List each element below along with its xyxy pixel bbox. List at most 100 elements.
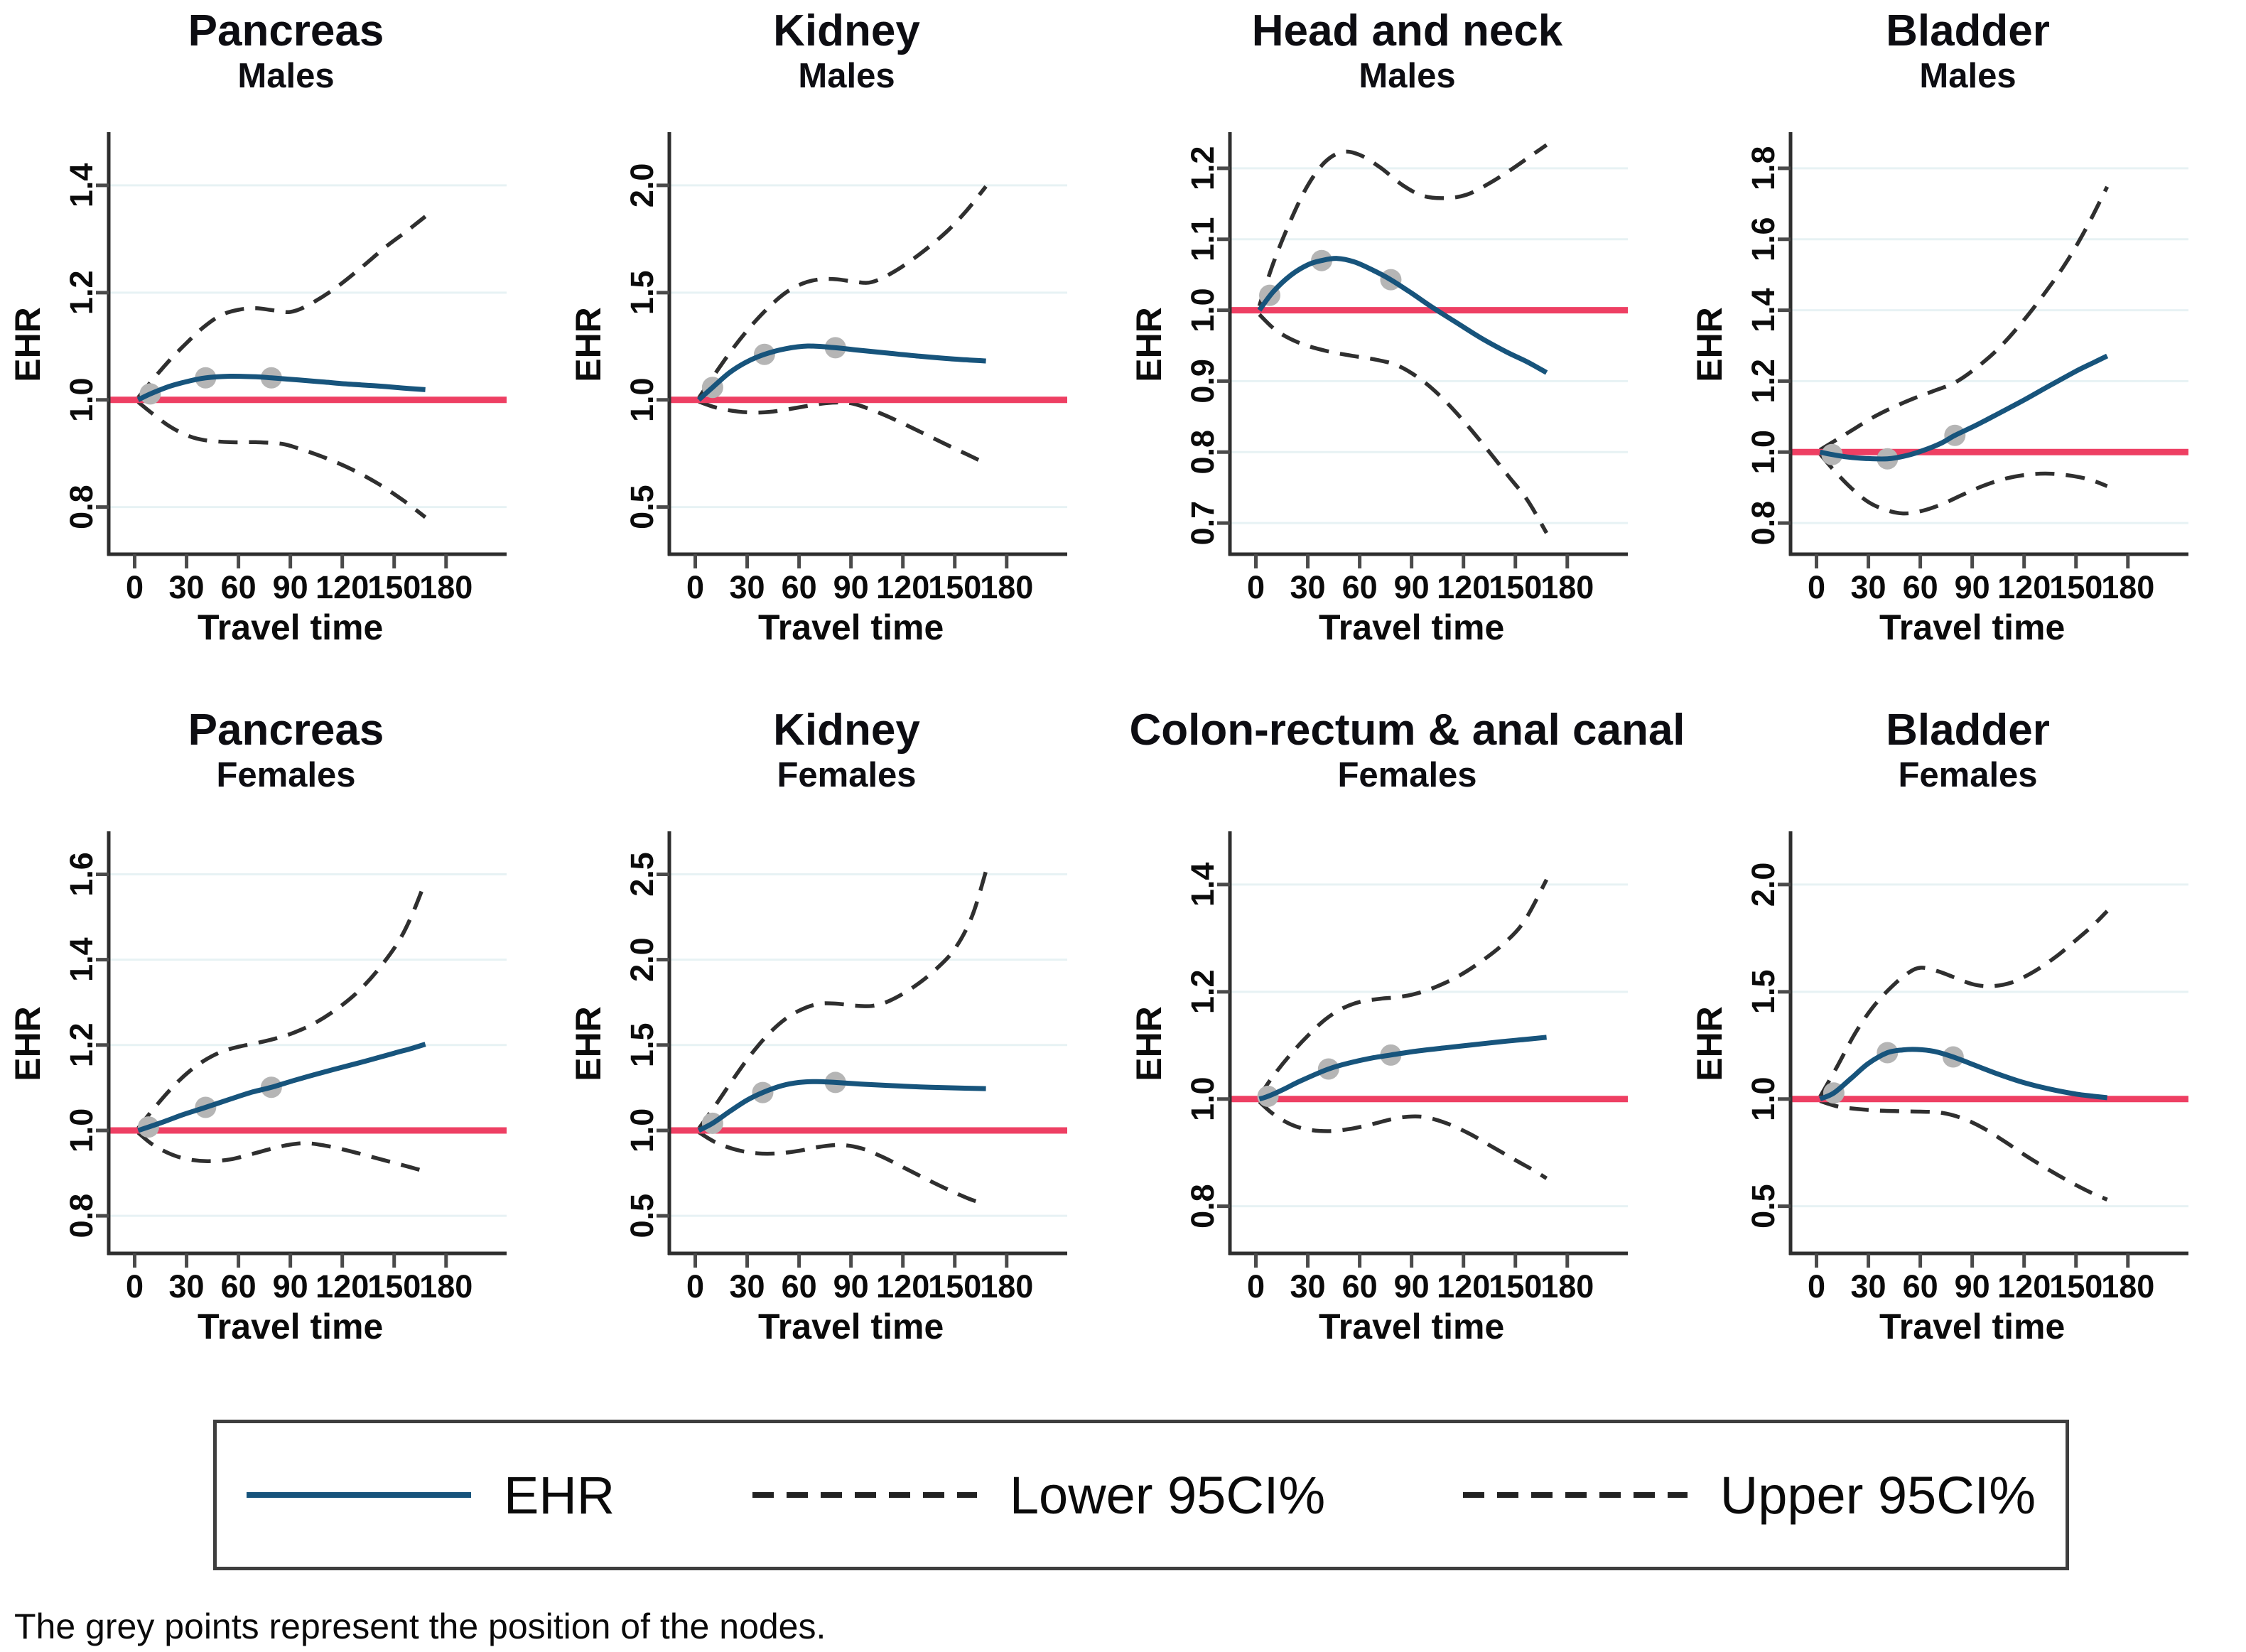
upper-95ci-line [697, 870, 988, 1130]
x-tick-label: 30 [1851, 1268, 1886, 1305]
chart-title: Kidney [773, 706, 920, 755]
y-tick-label: 2.5 [624, 853, 660, 897]
x-tick-label: 90 [833, 569, 869, 605]
chart-subtitle: Females [1898, 756, 2038, 795]
x-tick-label: 60 [1342, 569, 1378, 605]
x-tick-label: 30 [169, 569, 205, 605]
ehr-line [697, 343, 986, 402]
chart-cell-kidney-females: Kidney Females 0.5 1.0 1.5 2.0 2.5 0 30 60 90 120 15… [566, 702, 1127, 1346]
legend-ehr-line-sample [247, 1492, 471, 1499]
legend-ehr-label: EHR [504, 1465, 615, 1525]
x-tick-label: 150 [928, 1268, 981, 1305]
lower-95ci-line [697, 1130, 987, 1207]
y-tick-label: 1.2 [63, 271, 99, 315]
ehr-line [1818, 1047, 2108, 1102]
chart-title: Colon-rectum & anal canal [1129, 706, 1685, 755]
upper-95ci-line [1818, 185, 2110, 452]
y-tick-label: 0.8 [63, 1194, 99, 1238]
x-tick-label: 90 [1955, 1268, 1990, 1305]
chart-subtitle: Females [216, 756, 356, 795]
legend-item-ehr: EHR [247, 1465, 615, 1526]
y-tick-label: 1.1 [1184, 217, 1221, 262]
y-axis-label: EHR [8, 1007, 48, 1082]
x-tick-label: 60 [782, 569, 817, 605]
x-tick-label: 180 [2101, 569, 2154, 605]
chart-cell-bladder-males: Bladder Males 0.8 1.0 1.2 1.4 1.6 1.8 0 30 60 90 120… [1688, 3, 2246, 647]
y-tick-label: 0.8 [1745, 501, 1781, 546]
footnote: The grey points represent the position o… [14, 1607, 826, 1647]
chart-subtitle: Males [1359, 57, 1456, 96]
x-tick-label: 30 [1851, 569, 1886, 605]
x-tick-label: 180 [2101, 1268, 2154, 1305]
upper-95ci-line [1818, 909, 2109, 1098]
legend-item-lower-ci: Lower 95CI% [752, 1465, 1325, 1526]
x-tick-label: 60 [782, 1268, 817, 1305]
chart-cell-colon-rectum-anal-canal-females: Colon-rectum & anal canal Females 0.8 1.0 1.… [1127, 702, 1688, 1346]
chart-title: Bladder [1886, 706, 2050, 755]
ehr-line [697, 1079, 986, 1133]
lower-95ci-line [1818, 453, 2108, 516]
y-tick-label: 1.5 [1745, 970, 1781, 1015]
y-tick-label: 1.4 [63, 163, 99, 208]
chart-cell-bladder-females: Bladder Females 0.5 1.0 1.5 2.0 0 30 60 90 120 150 1… [1688, 702, 2246, 1346]
y-tick-label: 0.8 [1184, 1184, 1221, 1229]
y-tick-label: 2.0 [624, 938, 660, 983]
x-tick-label: 30 [169, 1268, 205, 1305]
y-tick-label: 0.5 [624, 1194, 660, 1238]
lower-95ci-line [1258, 1100, 1548, 1181]
x-tick-label: 180 [1540, 569, 1594, 605]
y-tick-label: 0.7 [1184, 501, 1221, 546]
chart-cell-head-and-neck-males: Head and neck Males 0.7 0.8 0.9 1.0 1.1 1.2 0 30 6… [1127, 3, 1688, 647]
charts-grid: Pancreas Males 0.8 1.0 1.2 1.4 0 30 60 90 120 150 18… [8, 3, 2246, 1346]
x-tick-label: 90 [273, 1268, 308, 1305]
x-tick-label: 120 [315, 1268, 369, 1305]
x-tick-label: 0 [1247, 569, 1265, 605]
y-axis-label: EHR [1129, 307, 1169, 382]
y-tick-label: 0.9 [1184, 359, 1221, 404]
x-tick-label: 60 [221, 1268, 257, 1305]
x-axis-label: Travel time [198, 608, 383, 647]
legend-lower-ci-label: Lower 95CI% [1009, 1465, 1326, 1525]
y-tick-label: 2.0 [624, 163, 660, 208]
x-tick-label: 150 [1489, 1268, 1542, 1305]
chart-title: Pancreas [188, 706, 384, 755]
x-tick-label: 0 [1808, 1268, 1825, 1305]
x-tick-label: 90 [273, 569, 308, 605]
y-axis-label: EHR [1690, 307, 1729, 382]
legend-lower-ci-line-sample [752, 1492, 977, 1499]
y-tick-label: 1.0 [1745, 1077, 1781, 1122]
x-tick-label: 150 [1489, 569, 1542, 605]
y-axis-label: EHR [8, 307, 48, 382]
x-tick-label: 120 [876, 1268, 929, 1305]
y-tick-label: 1.8 [1745, 146, 1781, 191]
x-tick-label: 120 [1437, 1268, 1490, 1305]
y-axis-label: EHR [1690, 1007, 1729, 1082]
x-tick-label: 60 [1903, 569, 1938, 605]
ehr-line [137, 1042, 426, 1133]
x-tick-label: 180 [419, 569, 473, 605]
x-tick-label: 30 [730, 569, 765, 605]
y-axis-label: EHR [1129, 1007, 1169, 1082]
chart-subtitle: Males [1919, 57, 2016, 96]
ehr-line [136, 374, 426, 403]
x-tick-label: 30 [1290, 569, 1326, 605]
x-tick-label: 150 [367, 1268, 421, 1305]
x-tick-label: 120 [1997, 569, 2051, 605]
x-tick-label: 150 [367, 569, 421, 605]
legend-upper-ci-line-sample [1462, 1492, 1688, 1499]
lower-95ci-line [136, 400, 427, 519]
chart-cell-kidney-males: Kidney Males 0.5 1.0 1.5 2.0 0 30 60 90 120 150 180 E… [566, 3, 1127, 647]
x-tick-label: 150 [2049, 569, 2102, 605]
x-tick-label: 0 [1247, 1268, 1265, 1305]
y-tick-label: 1.0 [63, 378, 99, 423]
x-tick-label: 150 [928, 569, 981, 605]
y-tick-label: 1.0 [1745, 430, 1781, 475]
x-tick-label: 180 [1540, 1268, 1594, 1305]
y-axis-label: EHR [568, 307, 608, 382]
